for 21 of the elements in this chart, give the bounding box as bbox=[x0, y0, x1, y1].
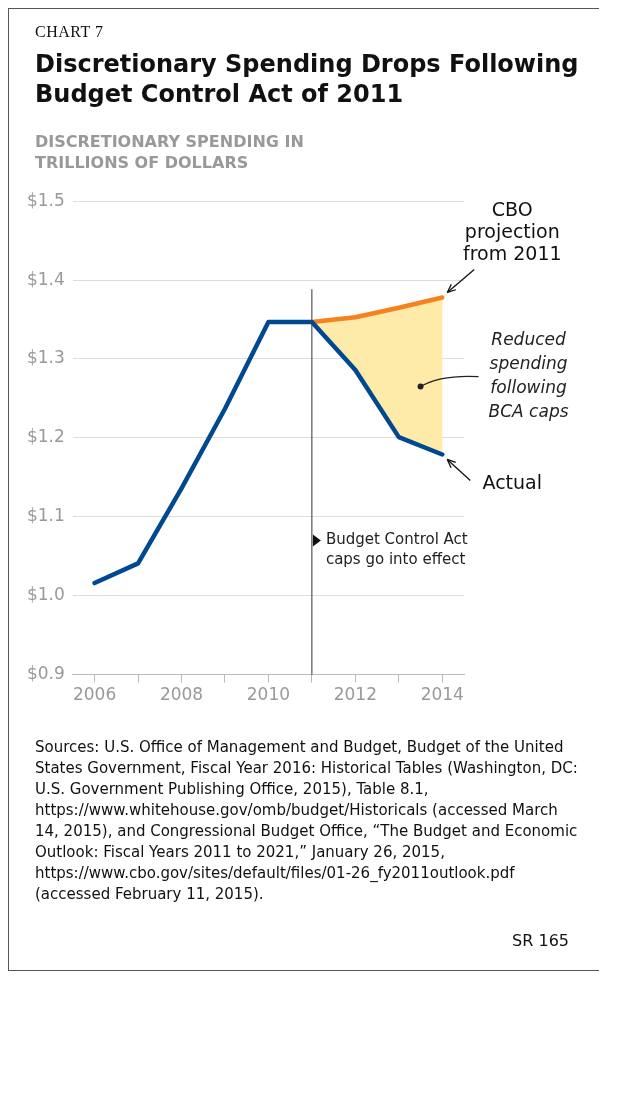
source-note: Sources: U.S. Office of Management and Budget, Budget of the United States Government, Fiscal Year 2016: Historical Tables (Washington, DC: U.S. Government Publishing Office, 2015), Table 8.1, https://www.whitehouse.gov/omb/budget/Historicals (accessed March 14, 2015), and Congressional Budget Office, “The Budget and Economic Outlook: Fiscal Years 2011 to 2021,” January 26, 2015, https://www.cbo.gov/sites/default/files/01-26_fy2011outlook.pdf (accessed February 11, 2015). bbox=[34, 737, 579, 905]
y-tick-label: $1.1 bbox=[26, 505, 65, 526]
y-tick-label: $1.3 bbox=[26, 347, 65, 368]
annotation: Reduced spending following BCA caps bbox=[488, 329, 569, 422]
x-tick-label: 2006 bbox=[72, 684, 117, 705]
chart-title: Discretionary Spending Drops Following Budget Control Act of 2011 bbox=[34, 49, 580, 109]
x-tick-label: 2010 bbox=[246, 684, 291, 705]
y-axis-title: DISCRETIONARY SPENDING IN TRILLIONS OF DOLLARS bbox=[34, 131, 305, 173]
y-tick-label: $1.4 bbox=[26, 268, 65, 289]
y-tick-label: $1.5 bbox=[26, 189, 65, 210]
x-tick-label: 2014 bbox=[420, 684, 464, 705]
y-tick-label: $1.2 bbox=[26, 426, 65, 447]
text: CBO projection from 2011 bbox=[462, 198, 562, 265]
x-tick-label: 2008 bbox=[159, 684, 204, 705]
caption: CHART 7 bbox=[34, 23, 105, 41]
y-tick-label: $1.0 bbox=[26, 584, 65, 605]
ref-line-label: Budget Control Act caps go into effect bbox=[325, 530, 468, 569]
y-tick-label: $0.9 bbox=[26, 663, 65, 684]
x-tick-label: 2012 bbox=[333, 684, 377, 705]
text: Actual bbox=[482, 471, 543, 494]
text: SR 165 bbox=[511, 930, 570, 950]
